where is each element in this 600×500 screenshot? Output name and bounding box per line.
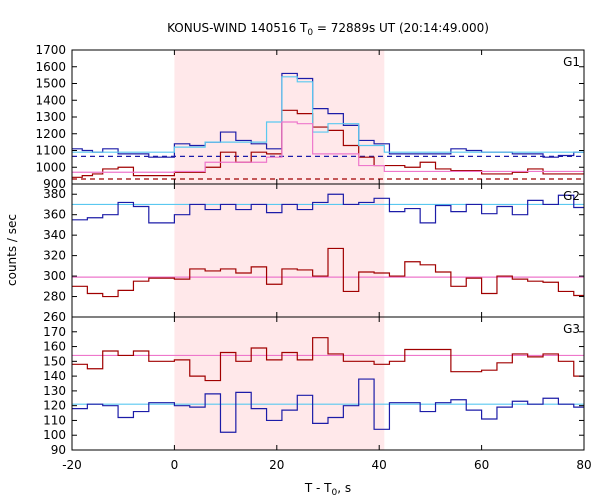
y-axis-title: counts / sec (5, 214, 19, 286)
chart-title: KONUS-WIND 140516 T0 = 72889s UT (20:14:… (167, 21, 489, 38)
burst-interval-shade (174, 50, 385, 450)
series-g2-red (72, 247, 584, 298)
y-tick-label-g3: 130 (43, 384, 66, 398)
series-g3-blue (72, 378, 584, 433)
series-g2-blue (72, 193, 584, 224)
y-tick-label-g3: 160 (43, 340, 66, 354)
y-tick-label-g3: 170 (43, 325, 66, 339)
x-tick-label: 20 (269, 458, 284, 472)
y-tick-label-g1: 1600 (35, 60, 66, 74)
x-tick-label: -20 (62, 458, 82, 472)
y-tick-label-g3: 100 (43, 428, 66, 442)
y-tick-label-g2: 280 (43, 290, 66, 304)
y-tick-label-g1: 900 (43, 177, 66, 191)
y-tick-label-g1: 1200 (35, 127, 66, 141)
y-tick-label-g1: 1500 (35, 77, 66, 91)
x-tick-label: 40 (372, 458, 387, 472)
y-tick-label-g2: 320 (43, 249, 66, 263)
y-tick-label-g2: 260 (43, 310, 66, 324)
series-g3-red (72, 337, 584, 382)
y-tick-label-g3: 120 (43, 399, 66, 413)
y-tick-label-g2: 360 (43, 208, 66, 222)
series-g1-pink (72, 121, 584, 173)
y-tick-label-g1: 1100 (35, 144, 66, 158)
x-tick-label: 80 (576, 458, 591, 472)
panel-label-g2: G2 (563, 189, 580, 203)
x-axis-title: T - T0, s (304, 481, 351, 498)
y-tick-label-g1: 1400 (35, 93, 66, 107)
y-tick-label-g2: 300 (43, 269, 66, 283)
x-tick-label: 60 (474, 458, 489, 472)
y-tick-label-g2: 340 (43, 228, 66, 242)
series-g1-light-blue (72, 76, 584, 153)
panel-label-g1: G1 (563, 55, 580, 69)
x-tick-label: 0 (171, 458, 179, 472)
y-tick-label-g3: 150 (43, 354, 66, 368)
y-tick-label-g1: 1000 (35, 160, 66, 174)
y-tick-label-g2: 380 (43, 187, 66, 201)
plot-area: 17001600150014001300120011001000900G1380… (35, 43, 591, 472)
panel-frame-g3 (71, 316, 585, 451)
y-tick-label-g3: 140 (43, 369, 66, 383)
y-tick-label-g3: 110 (43, 413, 66, 427)
y-tick-label-g1: 1700 (35, 43, 66, 57)
y-tick-label-g3: 90 (51, 443, 66, 457)
y-tick-label-g1: 1300 (35, 110, 66, 124)
panel-label-g3: G3 (563, 322, 580, 336)
